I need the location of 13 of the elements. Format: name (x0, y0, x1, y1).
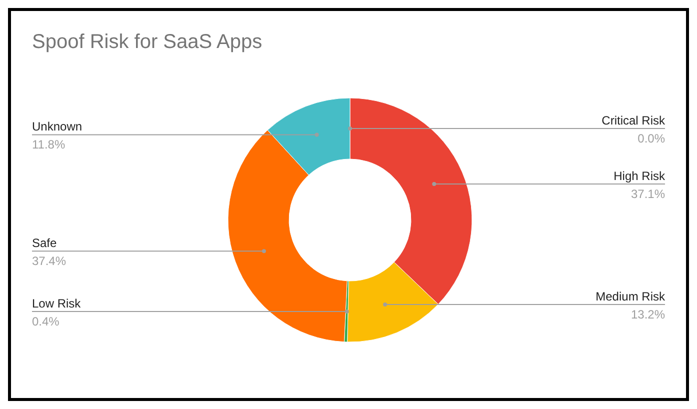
data-label: 37.4% (32, 254, 66, 268)
slice-label: High Risk (614, 169, 666, 184)
slice-label: Unknown (32, 120, 82, 134)
slice-label: Low Risk (32, 296, 82, 310)
data-label: 11.8% (32, 138, 66, 152)
category-label: Critical Risk (602, 114, 665, 128)
data-label: 13.2% (630, 308, 666, 322)
data-label: 0.4% (32, 314, 60, 328)
slice-label: Medium Risk (596, 290, 666, 304)
chart-title: Spoof Risk for SaaS Apps (32, 31, 262, 53)
data-label: 37.1% (630, 187, 666, 202)
text: 0.0% (638, 132, 665, 146)
slice-label: Safe (32, 236, 58, 250)
